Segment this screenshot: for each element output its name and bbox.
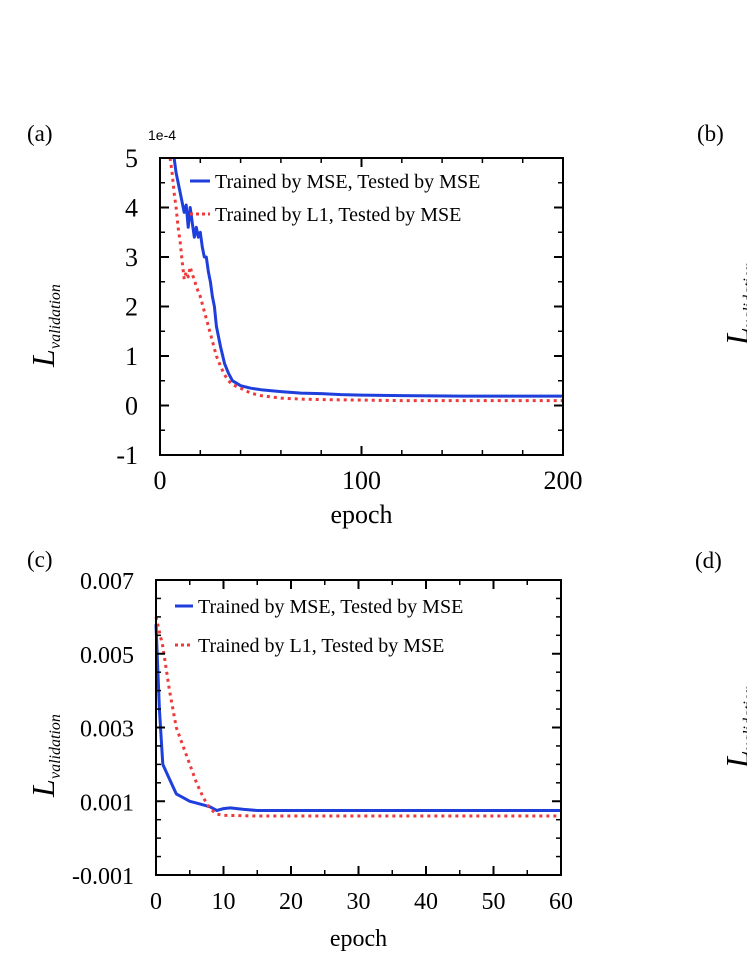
- x-tick-label: 100: [342, 466, 381, 495]
- svg-text:L: L: [719, 327, 747, 346]
- y-tick-label: 5: [125, 144, 138, 173]
- y-tick-label: -0.001: [72, 864, 134, 890]
- y-tick-label: 4: [125, 194, 138, 223]
- series-line-mse: [154, 624, 561, 812]
- panel-label-b: (b): [697, 121, 724, 146]
- x-tick-label: 50: [482, 889, 506, 915]
- y-tick-label: 1: [125, 342, 138, 371]
- x-tick-label: 40: [414, 889, 438, 915]
- svg-text:validation: validation: [741, 262, 747, 327]
- chart-c: 0 10 20 30 40 50 60 -0.001 0.001 0.003 0.005 0.007 L…: [25, 569, 573, 952]
- y-axis-label-main: L: [25, 779, 61, 798]
- svg-text:L: L: [719, 750, 747, 769]
- plot-frame: [155, 579, 562, 876]
- y-tick-label: 0.007: [80, 569, 134, 595]
- legend-label-mse: Trained by MSE, Tested by MSE: [198, 596, 463, 618]
- x-tick-label: 10: [212, 889, 236, 915]
- series-line-mse: [172, 157, 563, 398]
- y-tick-label: 0.001: [80, 790, 134, 816]
- x-tick-label: 60: [549, 889, 573, 915]
- partial-ylabel-b: L validation: [719, 262, 747, 346]
- legend-label-l1: Trained by L1, Tested by MSE: [215, 204, 461, 226]
- y-tick-label: 0.003: [80, 717, 134, 743]
- x-axis-label: epoch: [330, 926, 387, 952]
- y-axis-label-main: L: [25, 349, 61, 368]
- x-tick-label: 0: [154, 466, 167, 495]
- partial-ylabel-d: L validation: [719, 685, 747, 769]
- x-tick-label: 20: [279, 889, 303, 915]
- svg-text:validation: validation: [741, 685, 747, 750]
- scale-note: 1e-4: [148, 127, 176, 143]
- y-tick-label: -1: [116, 441, 138, 470]
- plot-frame: [159, 157, 564, 456]
- panel-label-a: (a): [27, 121, 53, 146]
- x-tick-label: 0: [150, 889, 162, 915]
- y-axis-label-sub: validation: [47, 714, 64, 779]
- y-tick-label: 2: [125, 293, 138, 322]
- y-tick-label: 0: [125, 392, 138, 421]
- panel-label-c: (c): [27, 547, 53, 572]
- x-axis-label: epoch: [330, 500, 392, 529]
- y-axis-label-sub: validation: [47, 284, 64, 349]
- x-tick-label: 200: [544, 466, 583, 495]
- series-line-l1: [168, 157, 563, 403]
- y-tick-label: 3: [125, 243, 138, 272]
- panel-label-d: (d): [695, 548, 722, 573]
- x-tick-label: 30: [347, 889, 371, 915]
- legend-label-l1: Trained by L1, Tested by MSE: [198, 635, 444, 657]
- legend-label-mse: Trained by MSE, Tested by MSE: [215, 171, 480, 193]
- y-tick-label: 0.005: [80, 643, 134, 669]
